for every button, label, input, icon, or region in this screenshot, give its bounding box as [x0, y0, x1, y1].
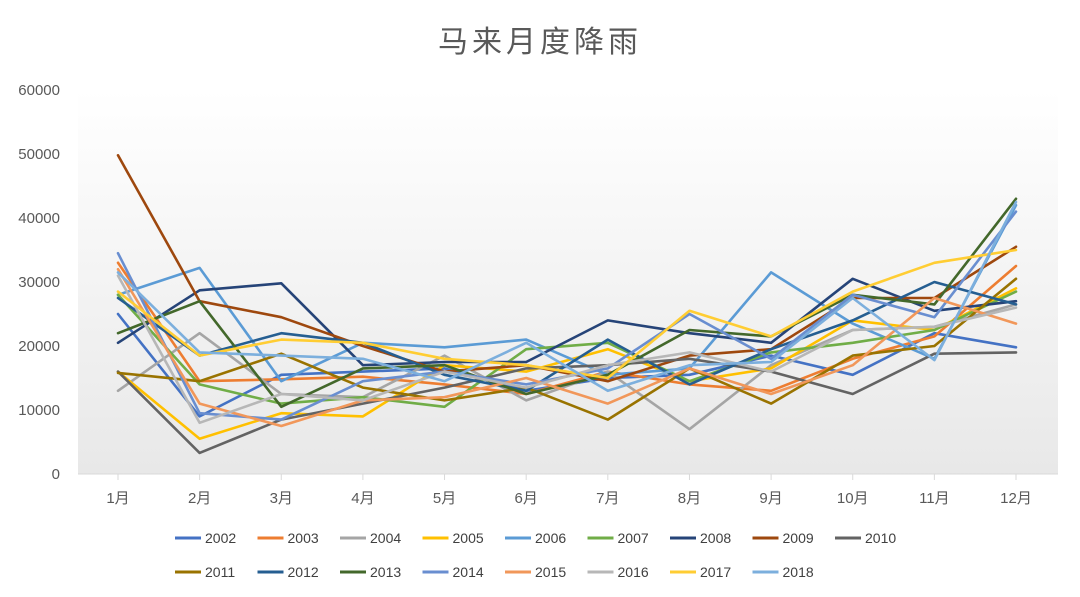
x-tick-label: 2月: [188, 490, 211, 507]
series-line-2012: [116, 280, 1018, 393]
series-line-2018: [116, 200, 1018, 393]
legend-label: 2013: [370, 564, 401, 580]
legend-item-2016[interactable]: 2016: [587, 564, 649, 580]
legend-label: 2005: [453, 530, 484, 546]
y-tick-label: 50000: [18, 146, 60, 163]
legend-label: 2015: [535, 564, 566, 580]
x-tick-label: 12月: [1000, 490, 1032, 507]
series-line-2007: [116, 290, 1018, 409]
y-tick-label: 60000: [18, 82, 60, 99]
legend-label: 2002: [205, 530, 236, 546]
series-line-2016: [116, 274, 1018, 425]
legend-label: 2006: [535, 530, 566, 546]
x-tick-label: 10月: [837, 490, 869, 507]
series-line-2013: [116, 197, 1018, 409]
y-tick-label: 10000: [18, 402, 60, 419]
x-tick-label: 9月: [759, 490, 782, 507]
series-lines: [116, 154, 1018, 455]
x-axis: 1月 2月 3月 4月 5月 6月 7月 8月 9月 10月 11月 12月: [78, 473, 1058, 507]
legend-item-2015[interactable]: 2015: [505, 564, 566, 580]
legend-label: 2014: [453, 564, 484, 580]
legend-label: 2009: [783, 530, 814, 546]
x-tick-label: 1月: [106, 490, 129, 507]
x-tick-label: 5月: [433, 490, 456, 507]
series-line-2017: [116, 248, 1018, 380]
x-tick-label: 11月: [919, 490, 950, 507]
legend-label: 2011: [205, 564, 235, 580]
legend-label: 2003: [288, 530, 319, 546]
legend-label: 2018: [783, 564, 814, 580]
y-tick-label: 40000: [18, 210, 60, 227]
x-tick-label: 4月: [351, 490, 374, 507]
legend-item-2002[interactable]: 2002: [175, 530, 236, 546]
legend-item-2008[interactable]: 2008: [670, 530, 731, 546]
series-line-2008: [116, 277, 1018, 367]
x-tick-label: 7月: [596, 490, 619, 507]
x-tick-label: 8月: [678, 490, 701, 507]
legend-item-2018[interactable]: 2018: [752, 564, 814, 580]
legend-label: 2007: [618, 530, 649, 546]
legend-item-2009[interactable]: 2009: [752, 530, 814, 546]
legend-item-2011[interactable]: 2011: [175, 564, 235, 580]
legend-item-2013[interactable]: 2013: [340, 564, 401, 580]
x-tick-label: 6月: [515, 490, 538, 507]
y-tick-label: 20000: [18, 338, 60, 355]
legend-item-2017[interactable]: 2017: [670, 564, 731, 580]
y-tick-label: 30000: [18, 274, 60, 291]
series-line-2015: [116, 267, 1018, 428]
legend-item-2014[interactable]: 2014: [422, 564, 484, 580]
y-axis: 0 10000 20000 30000 40000 50000 60000: [18, 82, 60, 483]
legend-item-2006[interactable]: 2006: [505, 530, 566, 546]
legend-item-2003[interactable]: 2003: [257, 530, 319, 546]
plot-area: [78, 90, 1058, 474]
legend-item-2005[interactable]: 2005: [422, 530, 484, 546]
legend-label: 2004: [370, 530, 401, 546]
legend-label: 2008: [700, 530, 731, 546]
legend-label: 2016: [618, 564, 649, 580]
legend-item-2012[interactable]: 2012: [257, 564, 319, 580]
legend-label: 2017: [700, 564, 731, 580]
y-tick-label: 0: [52, 466, 60, 483]
legend-item-2004[interactable]: 2004: [340, 530, 401, 546]
legend-item-2007[interactable]: 2007: [587, 530, 649, 546]
legend: 2002 2003 2004 2005 2006 2007 2008 2009 2010 2011…: [175, 530, 896, 580]
x-tick-label: 3月: [270, 490, 293, 507]
legend-item-2010[interactable]: 2010: [835, 530, 896, 546]
chart-title: 马来月度降雨: [438, 25, 642, 60]
legend-label: 2012: [288, 564, 319, 580]
legend-label: 2010: [865, 530, 896, 546]
